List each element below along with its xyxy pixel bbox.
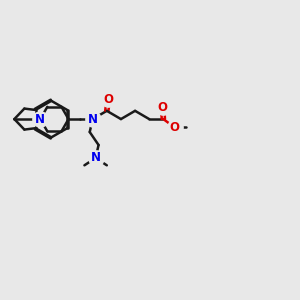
Text: N: N xyxy=(88,112,98,126)
Text: N: N xyxy=(91,152,100,164)
Text: O: O xyxy=(169,121,179,134)
Text: O: O xyxy=(158,101,168,114)
Text: O: O xyxy=(103,93,113,106)
Text: N: N xyxy=(35,112,45,126)
